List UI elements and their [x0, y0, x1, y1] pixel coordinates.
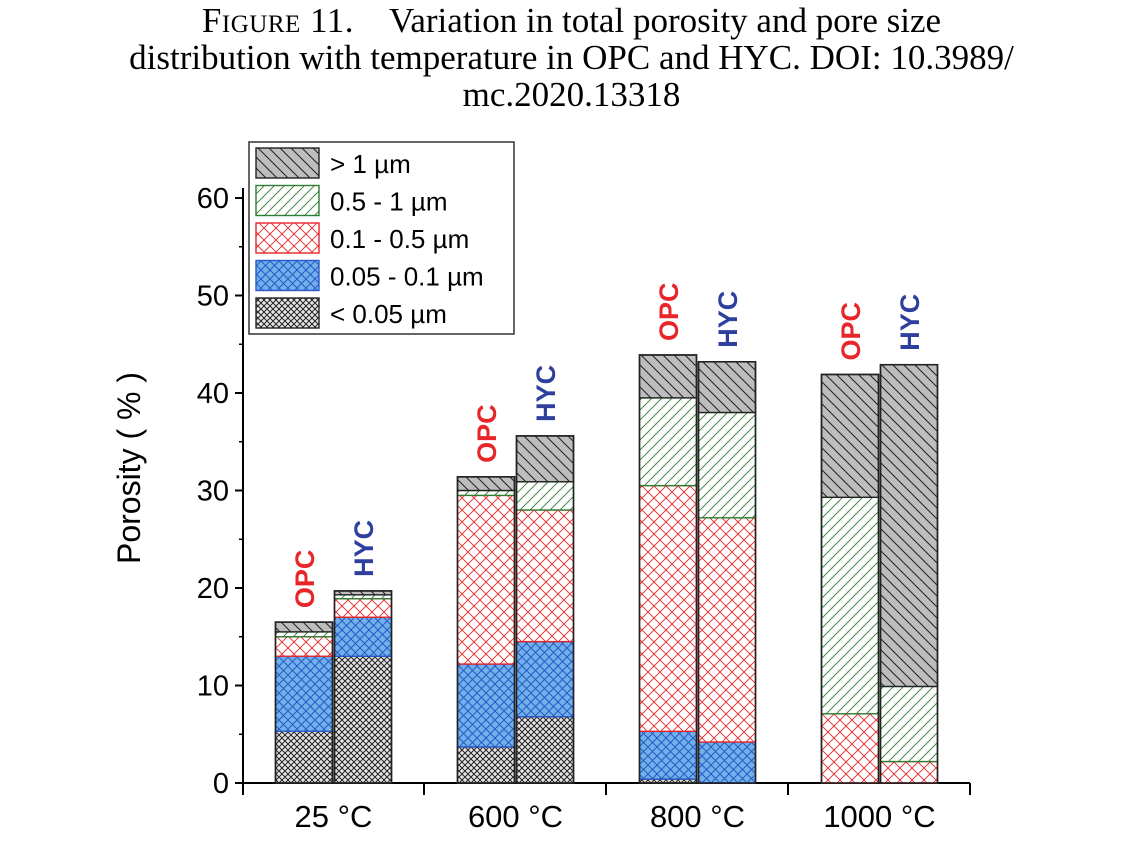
- y-tick-label-30: 30: [197, 476, 229, 508]
- bar-hyc-1000-c-0-5-1-m: [879, 685, 939, 763]
- bar-hyc-800-c-0-1-0-5-m: [697, 517, 757, 743]
- legend-label-0-5-1-m: 0.5 - 1 µm: [330, 187, 448, 217]
- bar-outline-hyc-25-c: [333, 590, 393, 784]
- bar-outline-opc-1000-c: [820, 373, 880, 784]
- bar-opc-1000-c-0-1-0-5-m: [820, 713, 880, 784]
- chart-legend: > 1 µm 0.5 - 1 µm 0.1 - 0.5 µm 0.05 - 0.1 µ…: [248, 141, 515, 335]
- y-tick-label-50: 50: [197, 281, 229, 313]
- bar-hyc-1000-c-0-1-0-5-m: [879, 760, 939, 784]
- bar-outline-opc-25-c: [274, 621, 334, 784]
- bar-hyc-25-c-0-05-0-1-m: [333, 616, 393, 657]
- bar-opc-25-c-0-05-0-1-m: [274, 655, 334, 733]
- bar-hyc-800-c-0-05-0-1-m: [697, 741, 757, 784]
- bar-opc-25-c-0-1-0-5-m: [274, 636, 334, 657]
- bar-hyc-600-c-0-5-1-m: [515, 481, 575, 511]
- bar-opc-600-c-1-m: [456, 476, 516, 492]
- caption-line-3: mc.2020.13318: [462, 75, 681, 114]
- chart-bars: [274, 354, 939, 784]
- bar-label-opc-25-c: OPC: [290, 550, 320, 609]
- legend-label-0-05-0-1-m: 0.05 - 0.1 µm: [330, 262, 484, 292]
- bar-hyc-1000-c-1-m: [879, 364, 939, 688]
- bar-hyc-600-c-1-m: [515, 435, 575, 483]
- bar-opc-25-c-0-05-m: [274, 730, 334, 784]
- legend-swatch-0-1-0-5-m: [255, 222, 320, 254]
- bar-opc-600-c-0-5-1-m: [456, 489, 516, 497]
- bar-label-opc-1000-c: OPC: [836, 302, 866, 361]
- x-tick-label-1000-c: 1000 °C: [823, 799, 935, 834]
- bar-label-hyc-1000-c: HYC: [895, 294, 925, 351]
- bar-label-hyc-600-c: HYC: [531, 365, 561, 422]
- bar-opc-800-c-0-5-1-m: [638, 397, 698, 487]
- bar-outline-hyc-800-c: [697, 360, 757, 784]
- legend-swatch-0-05-m: [255, 297, 320, 329]
- bar-opc-800-c-0-05-0-1-m: [638, 730, 698, 780]
- bar-hyc-25-c-0-1-0-5-m: [333, 598, 393, 618]
- caption-line-2: distribution with temperature in OPC and…: [129, 38, 1014, 77]
- bar-label-hyc-800-c: HYC: [713, 291, 743, 348]
- bar-label-opc-800-c: OPC: [654, 282, 684, 341]
- bar-hyc-600-c-0-05-0-1-m: [515, 640, 575, 718]
- bar-label-opc-600-c: OPC: [472, 404, 502, 463]
- bar-outline-opc-800-c: [638, 354, 698, 784]
- x-tick-label-800-c: 800 °C: [650, 799, 745, 834]
- figure-label: Figure 11.: [201, 1, 354, 40]
- caption-line-1: Variation in total porosity and pore siz…: [388, 1, 942, 40]
- bar-label-hyc-25-c: HYC: [349, 520, 379, 577]
- bar-opc-800-c-0-1-0-5-m: [638, 484, 698, 733]
- bar-labels: OPC HYC OPC HYC OPC HYC OPC HYC: [290, 282, 925, 608]
- x-tick-label-25-c: 25 °C: [295, 799, 373, 834]
- x-tick-label-600-c: 600 °C: [468, 799, 563, 834]
- figure-caption: Figure 11. Variation in total porosity a…: [0, 2, 1143, 113]
- y-tick-label-40: 40: [197, 378, 229, 410]
- y-tick-label-60: 60: [197, 183, 229, 215]
- legend-swatch-0-05-0-1-m: [255, 259, 320, 292]
- bar-hyc-25-c-0-05-m: [333, 655, 393, 784]
- legend-label-0-1-0-5-m: 0.1 - 0.5 µm: [330, 224, 469, 254]
- y-tick-label-20: 20: [197, 573, 229, 605]
- bar-opc-1000-c-1-m: [820, 373, 880, 499]
- bar-outline-opc-600-c: [456, 476, 516, 784]
- bar-hyc-600-c-0-1-0-5-m: [515, 509, 575, 643]
- y-axis-title: Porosity ( % ): [111, 372, 147, 564]
- y-tick-label-10: 10: [197, 671, 229, 703]
- legend-swatch-1-m: [255, 147, 320, 179]
- legend-label-0-05-m: < 0.05 µm: [330, 299, 447, 329]
- bar-opc-600-c-0-1-0-5-m: [456, 494, 516, 665]
- bar-opc-25-c-1-m: [274, 621, 334, 633]
- bar-opc-600-c-0-05-0-1-m: [456, 663, 516, 748]
- legend-label-1-m: > 1 µm: [330, 149, 411, 179]
- bar-hyc-800-c-0-5-1-m: [697, 411, 757, 519]
- bar-hyc-600-c-0-05-m: [515, 716, 575, 784]
- y-tick-label-0: 0: [213, 768, 229, 800]
- bar-opc-800-c-1-m: [638, 354, 698, 399]
- bar-opc-25-c-0-5-1-m: [274, 631, 334, 638]
- bar-hyc-800-c-1-m: [697, 361, 757, 414]
- bar-outline-hyc-1000-c: [879, 363, 939, 784]
- bar-opc-1000-c-0-5-1-m: [820, 496, 880, 715]
- bar-opc-600-c-0-05-m: [456, 746, 516, 784]
- legend-swatch-0-5-1-m: [255, 184, 320, 217]
- bar-outline-hyc-600-c: [515, 435, 575, 784]
